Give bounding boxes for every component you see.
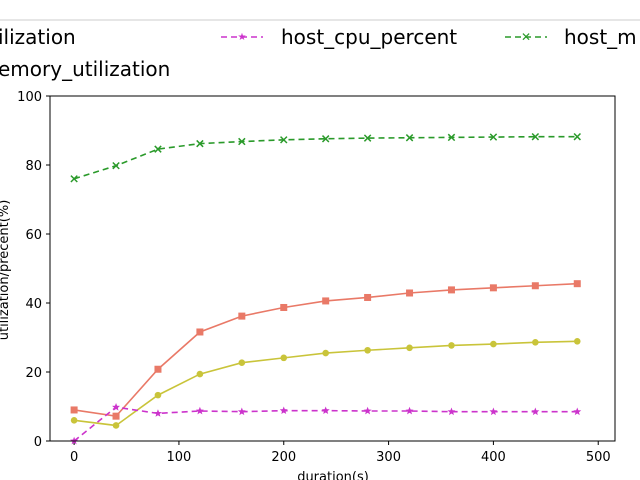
data-point-x xyxy=(238,137,246,146)
data-point-square xyxy=(573,280,581,288)
data-point-square xyxy=(280,303,288,311)
x-tick-label: 200 xyxy=(271,450,296,465)
data-point-star xyxy=(489,407,498,416)
series-2 xyxy=(70,402,582,445)
data-point-square xyxy=(154,365,162,373)
series-3 xyxy=(70,132,581,183)
legend-label-fragment-3: emory_utilization xyxy=(0,57,170,81)
data-point-star xyxy=(405,406,414,415)
data-point-star xyxy=(447,407,456,416)
data-point-x xyxy=(154,145,162,153)
legend: ilization ★ host_cpu_percent ✕ host_m em… xyxy=(0,19,640,81)
legend-label-fragment-2: host_m xyxy=(564,25,637,49)
series-0 xyxy=(70,280,581,420)
legend-marker-x-icon: ✕ xyxy=(521,30,531,44)
data-point-square xyxy=(364,293,372,301)
data-point-star xyxy=(237,407,246,416)
x-tick-label: 400 xyxy=(481,450,506,465)
data-point-star xyxy=(153,409,162,417)
x-tick-label: 300 xyxy=(376,450,401,465)
data-point-square xyxy=(489,284,497,292)
data-point-star xyxy=(279,406,288,415)
data-point-x xyxy=(573,132,581,141)
data-point-star xyxy=(363,406,372,415)
x-axis-label: duration(s) xyxy=(297,470,369,480)
series-line xyxy=(73,135,578,180)
data-point-x xyxy=(447,133,456,142)
data-point-circle xyxy=(196,370,204,378)
data-point-x xyxy=(70,175,78,183)
data-point-star xyxy=(531,407,540,416)
data-point-circle xyxy=(448,342,455,349)
data-point-x xyxy=(363,134,372,142)
x-tick-label: 500 xyxy=(586,450,611,465)
y-tick-label: 40 xyxy=(25,297,42,312)
data-point-x xyxy=(280,136,288,144)
data-point-x xyxy=(405,134,414,142)
plot-frame xyxy=(49,95,616,442)
data-point-circle xyxy=(364,346,371,354)
data-point-x xyxy=(531,132,540,141)
data-point-circle xyxy=(573,337,581,345)
data-point-x xyxy=(489,133,498,141)
data-point-star xyxy=(573,407,582,416)
series-1 xyxy=(70,337,581,429)
data-point-star xyxy=(321,406,330,415)
data-point-square xyxy=(70,406,78,414)
x-tick-label: 100 xyxy=(167,450,192,465)
y-axis-label: utilization/precent(%) xyxy=(0,200,12,341)
x-tick-label: 0 xyxy=(70,450,78,465)
data-point-circle xyxy=(112,422,120,429)
data-point-square xyxy=(447,286,455,294)
data-point-circle xyxy=(70,417,78,424)
y-tick-label: 20 xyxy=(25,366,42,381)
data-point-square xyxy=(406,289,414,297)
y-tick-label: 60 xyxy=(25,228,42,243)
data-point-square xyxy=(196,328,204,336)
data-point-circle xyxy=(322,349,329,357)
legend-label-fragment-1: ilization xyxy=(0,25,76,49)
data-point-square xyxy=(322,297,330,305)
data-point-x xyxy=(321,135,330,143)
legend-marker-star-icon: ★ xyxy=(238,32,247,43)
series-layer xyxy=(70,132,582,445)
data-point-circle xyxy=(406,344,413,352)
data-point-star xyxy=(195,406,204,415)
y-tick-label: 80 xyxy=(25,159,42,174)
data-point-x xyxy=(196,139,204,148)
data-point-circle xyxy=(154,391,162,399)
axis-ticks: 0 100 200 300 400 500 0 20 40 60 80 100 xyxy=(17,90,610,465)
data-point-star xyxy=(112,402,121,411)
data-point-circle xyxy=(532,339,539,346)
legend-label-host-cpu-percent: host_cpu_percent xyxy=(281,25,457,49)
data-point-circle xyxy=(280,354,288,362)
data-point-circle xyxy=(238,359,246,366)
data-point-square xyxy=(238,312,246,320)
data-point-circle xyxy=(490,340,497,348)
y-tick-label: 0 xyxy=(34,435,42,450)
y-tick-label: 100 xyxy=(17,90,42,105)
data-point-square xyxy=(531,282,539,290)
data-point-square xyxy=(112,412,120,420)
data-point-x xyxy=(112,161,120,170)
